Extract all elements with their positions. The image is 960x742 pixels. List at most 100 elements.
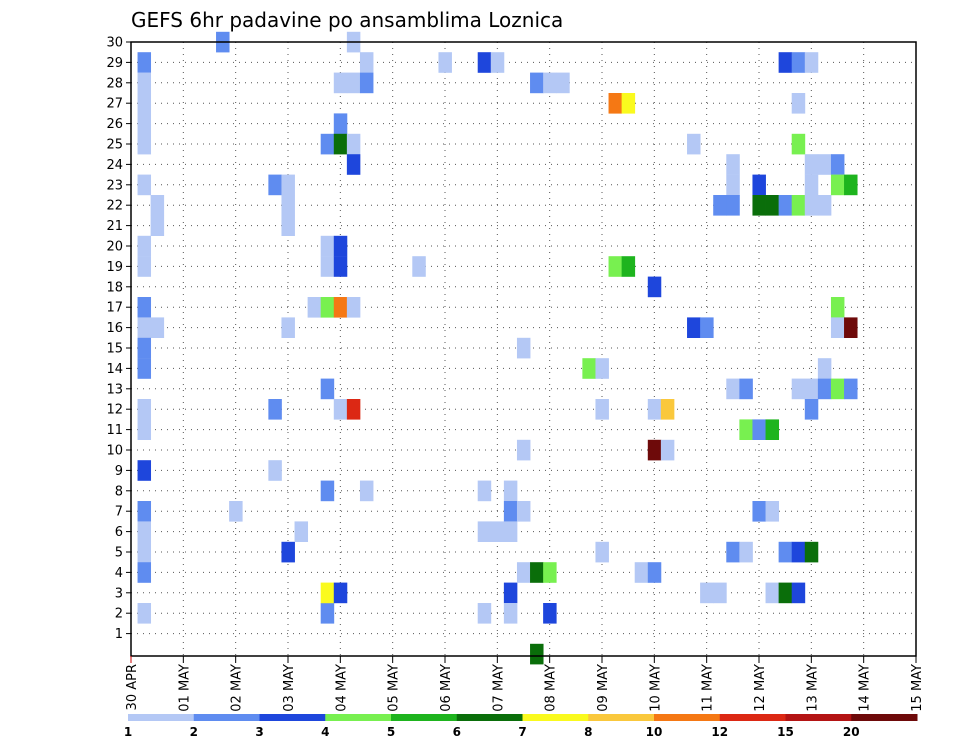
y-tick-label: 26 <box>106 117 123 132</box>
heatmap-cell <box>608 256 623 277</box>
heatmap-cell <box>804 399 819 420</box>
colorbar-swatch <box>654 714 721 721</box>
heatmap-cell <box>739 378 753 400</box>
y-tick-label: 27 <box>106 97 123 112</box>
heatmap-cell <box>333 297 348 318</box>
heatmap-cell <box>490 52 505 73</box>
heatmap-cell <box>844 317 858 338</box>
heatmap-cell <box>778 52 793 73</box>
heatmap-cell <box>503 480 518 502</box>
y-tick-label: 19 <box>106 260 123 275</box>
heatmap-cell <box>137 603 152 624</box>
heatmap-cell <box>137 133 152 155</box>
heatmap-cell <box>503 501 518 522</box>
heatmap-cell <box>150 317 165 338</box>
heatmap-cell <box>700 582 714 604</box>
heatmap-cell <box>359 480 374 502</box>
y-tick-label: 24 <box>106 158 123 173</box>
heatmap-cell <box>543 72 557 94</box>
heatmap-cell <box>503 521 518 542</box>
heatmap-cell <box>346 297 361 318</box>
heatmap-cell <box>150 195 165 216</box>
heatmap-cell <box>595 541 609 563</box>
heatmap-cell <box>477 52 492 73</box>
y-tick-label: 3 <box>115 586 123 601</box>
colorbar-swatch <box>128 714 195 721</box>
colorbar-swatch <box>193 714 260 721</box>
heatmap-cell <box>333 235 348 257</box>
heatmap-cell <box>804 195 819 216</box>
heatmap-cell <box>438 52 452 73</box>
heatmap-cell <box>791 93 806 114</box>
heatmap-cell <box>346 133 361 155</box>
heatmap-cell <box>647 399 662 420</box>
heatmap-cell <box>137 235 152 257</box>
heatmap-cell <box>346 399 361 420</box>
heatmap-cell <box>333 582 348 604</box>
colorbar-tick-label: 7 <box>518 725 526 739</box>
heatmap-cell <box>726 154 740 175</box>
y-tick-label: 20 <box>106 240 123 255</box>
heatmap-cell <box>150 215 165 236</box>
heatmap-cell <box>268 399 282 420</box>
heatmap-cell <box>333 256 348 277</box>
heatmap-cell <box>817 154 832 175</box>
colorbar-swatch <box>391 714 458 721</box>
heatmap-cell <box>634 562 649 583</box>
y-tick-label: 15 <box>106 342 123 357</box>
heatmap-cell <box>137 562 152 583</box>
y-tick-label: 1 <box>115 627 123 642</box>
x-tick-label: 30 APR <box>125 664 140 710</box>
x-tick-label: 06 MAY <box>439 664 454 712</box>
colorbar-tick-label: 2 <box>190 725 198 739</box>
heatmap-cell <box>516 501 531 522</box>
heatmap-cell <box>817 358 832 379</box>
heatmap-cell <box>621 93 636 114</box>
heatmap-cell <box>752 174 766 196</box>
x-axis: 30 APR 01 MAY 02 MAY 03 MAY 04 MAY 05 MAY 06 M… <box>125 656 925 712</box>
y-tick-label: 9 <box>115 464 123 479</box>
heatmap-cell <box>333 72 348 94</box>
heatmap-cell <box>739 419 753 440</box>
heatmap-cell <box>543 562 557 583</box>
y-tick-label: 13 <box>106 382 123 397</box>
heatmap-cell <box>333 113 348 134</box>
y-tick-label: 18 <box>106 280 123 295</box>
colorbar-tick-label: 20 <box>843 725 860 739</box>
heatmap-cell <box>281 174 295 196</box>
colorbar-swatch <box>522 714 589 721</box>
x-tick-label: 07 MAY <box>491 664 506 712</box>
heatmap-cell <box>726 378 740 400</box>
heatmap-cell <box>281 195 295 216</box>
heatmap-cell <box>582 358 596 379</box>
colorbar-swatch <box>588 714 655 721</box>
heatmap-cell <box>804 174 819 196</box>
heatmap-cell <box>687 317 701 338</box>
heatmap-cell <box>137 52 152 73</box>
colorbar-tick-label: 5 <box>387 725 395 739</box>
colorbar-tick-label: 8 <box>584 725 592 739</box>
y-axis: 1234567891011121314151617181920212223242… <box>106 36 131 642</box>
heatmap-cell <box>752 419 766 440</box>
heatmap-cell <box>137 399 152 420</box>
heatmap-cell <box>137 337 152 359</box>
heatmap-cell <box>320 297 335 318</box>
y-tick-label: 28 <box>106 76 123 91</box>
heatmap-cell <box>516 562 531 583</box>
y-tick-label: 8 <box>115 484 123 499</box>
heatmap-cell <box>137 113 152 134</box>
y-tick-label: 29 <box>106 56 123 71</box>
heatmap-cell <box>608 93 623 114</box>
heatmap-cell <box>739 541 753 563</box>
heatmap-cell <box>726 174 740 196</box>
heatmap-cell <box>791 133 806 155</box>
heatmap-cell <box>660 399 675 420</box>
heatmap-cell <box>346 72 361 94</box>
heatmap-cell <box>137 521 152 542</box>
heatmap-cell <box>804 378 819 400</box>
heatmap-cell <box>595 399 609 420</box>
heatmap-cell <box>359 72 374 94</box>
heatmap-cell <box>660 439 675 461</box>
y-tick-label: 6 <box>115 525 123 540</box>
